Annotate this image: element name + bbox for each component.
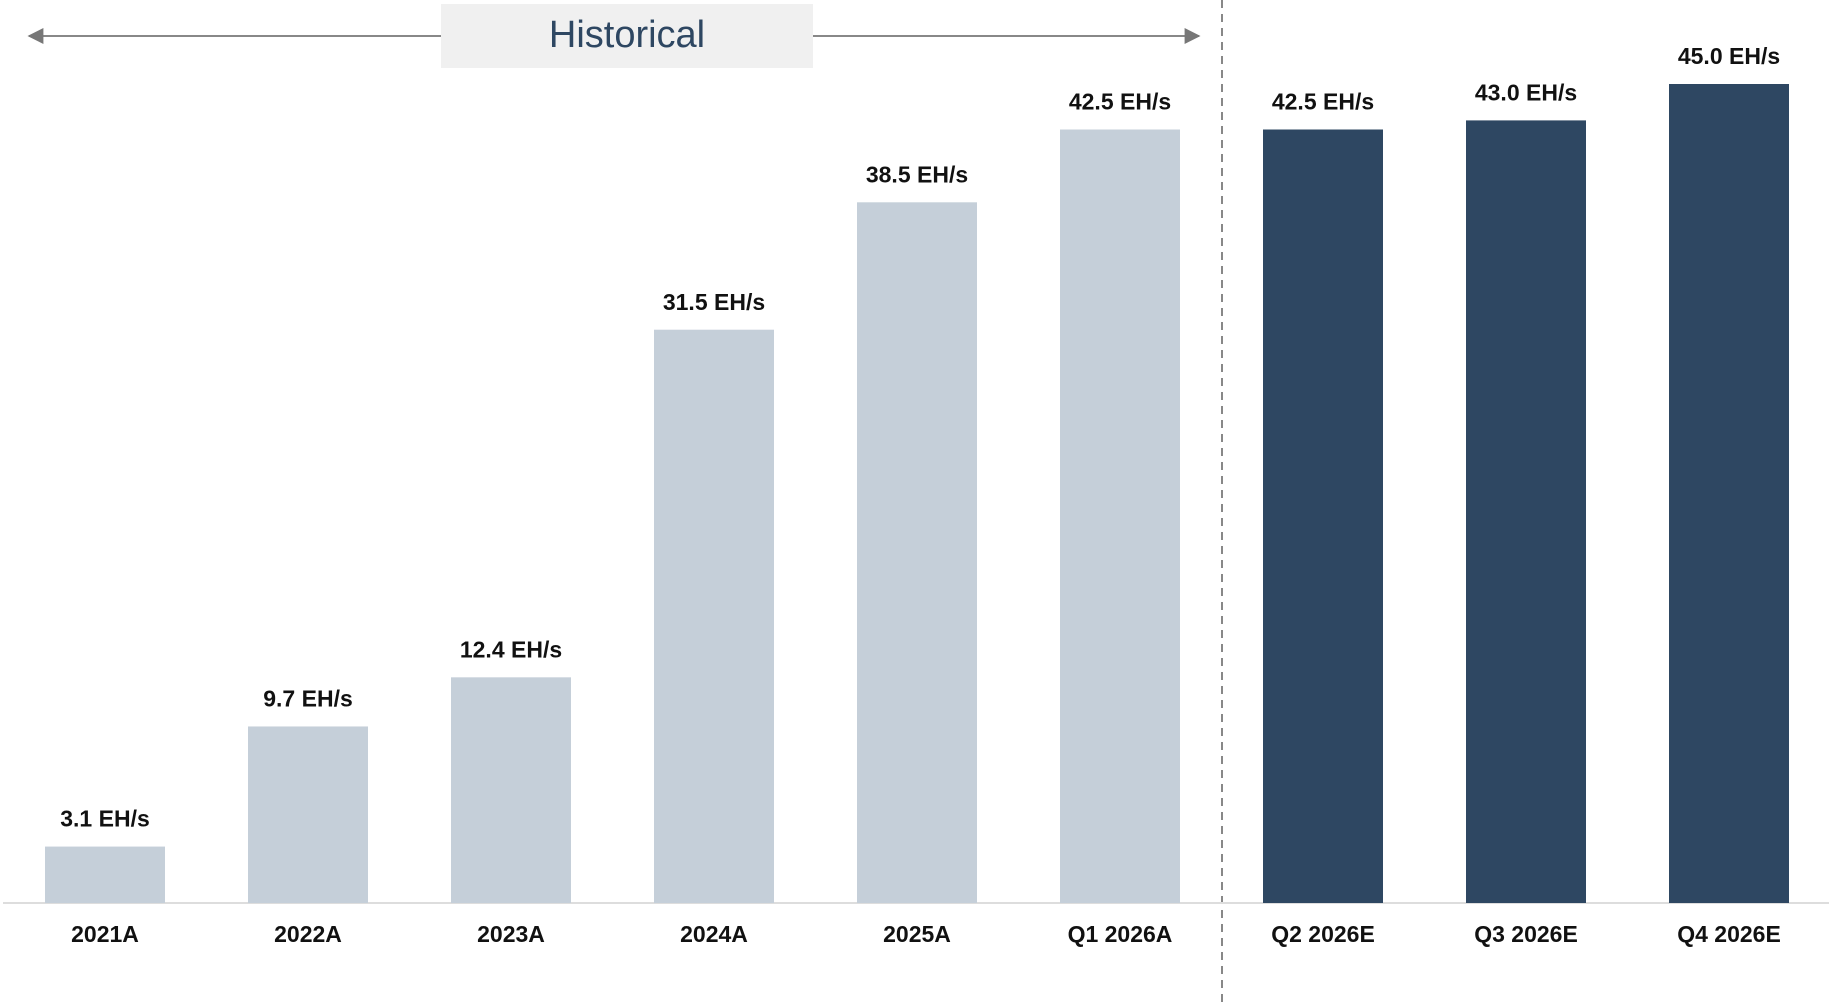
bar: [451, 677, 571, 903]
value-label: 45.0 EH/s: [1678, 43, 1780, 69]
bar: [1669, 84, 1789, 903]
x-tick-label: 2025A: [883, 921, 951, 947]
value-label: 3.1 EH/s: [60, 806, 150, 832]
x-tick-label: 2024A: [680, 921, 748, 947]
annotation: Historical: [549, 14, 705, 56]
value-label: 9.7 EH/s: [263, 686, 353, 712]
value-label: 12.4 EH/s: [460, 636, 562, 662]
x-tick-label: Q2 2026E: [1271, 921, 1375, 947]
annotation-box: [441, 4, 813, 68]
value-label: 38.5 EH/s: [866, 161, 968, 187]
x-tick-label: 2021A: [71, 921, 139, 947]
value-label: 42.5 EH/s: [1272, 89, 1374, 115]
x-tick-label: Q1 2026A: [1068, 921, 1173, 947]
bar: [654, 329, 774, 903]
value-label: 42.5 EH/s: [1069, 89, 1171, 115]
value-label: 43.0 EH/s: [1475, 79, 1577, 105]
x-tick-label: Q3 2026E: [1474, 921, 1578, 947]
bar: [1263, 129, 1383, 903]
bar: [857, 202, 977, 904]
bar: [45, 846, 165, 903]
bar: [1060, 129, 1180, 903]
x-tick-label: Q4 2026E: [1677, 921, 1781, 947]
x-tick-label: 2023A: [477, 921, 545, 947]
bar: [248, 726, 368, 903]
x-tick-label: 2022A: [274, 921, 342, 947]
value-label: 31.5 EH/s: [663, 289, 765, 315]
bar: [1466, 120, 1586, 903]
